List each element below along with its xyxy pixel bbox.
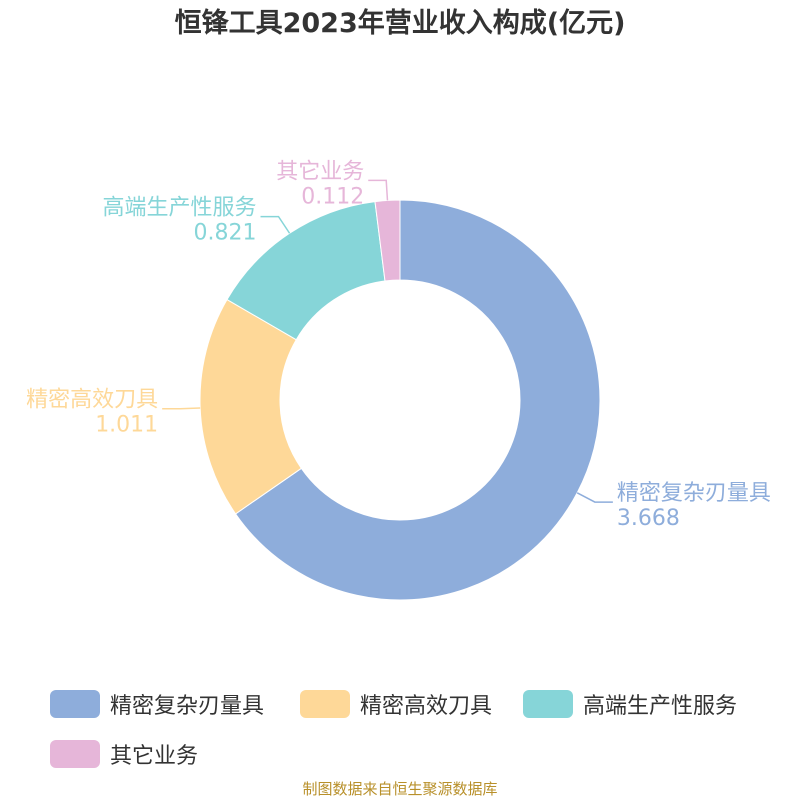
legend-label-2: 高端生产性服务 xyxy=(583,694,738,719)
leader-line-group xyxy=(162,179,613,503)
slice-value-label-3: 0.112 xyxy=(301,184,364,209)
slice-value-label-0: 3.668 xyxy=(617,506,680,531)
legend-swatch-2 xyxy=(523,690,573,718)
legend-item-0[interactable]: 精密复杂刃量具 xyxy=(50,688,264,720)
slice-category-label-3: 其它业务 xyxy=(276,159,364,184)
source-note: 制图数据来自恒生聚源数据库 xyxy=(302,780,498,798)
legend-item-1[interactable]: 精密高效刀具 xyxy=(300,688,492,720)
legend-swatch-0 xyxy=(50,690,100,718)
slice-category-label-0: 精密复杂刃量具 xyxy=(617,481,771,506)
slice-group xyxy=(199,199,601,601)
legend-swatch-3 xyxy=(50,740,100,768)
chart-title: 恒锋工具2023年营业收入构成(亿元) xyxy=(174,8,626,39)
leader-line-3 xyxy=(368,179,389,201)
slice-category-label-1: 精密高效刀具 xyxy=(26,388,158,413)
slice-0[interactable] xyxy=(234,199,601,601)
slice-3[interactable] xyxy=(374,199,401,282)
slice-value-label-2: 0.821 xyxy=(194,221,257,246)
slice-1[interactable] xyxy=(199,298,303,515)
leader-line-0 xyxy=(576,492,613,503)
slice-value-label-1: 1.011 xyxy=(95,413,158,438)
legend-label-1: 精密高效刀具 xyxy=(360,694,493,719)
legend-item-3[interactable]: 其它业务 xyxy=(50,738,198,770)
legend-label-0: 精密复杂刃量具 xyxy=(110,694,265,719)
leader-line-1 xyxy=(162,407,201,410)
legend-label-3: 其它业务 xyxy=(110,744,199,769)
legend-item-2[interactable]: 高端生产性服务 xyxy=(523,688,737,720)
slice-category-label-2: 高端生产性服务 xyxy=(103,196,257,221)
leader-line-2 xyxy=(260,215,291,234)
legend-swatch-1 xyxy=(300,690,350,718)
